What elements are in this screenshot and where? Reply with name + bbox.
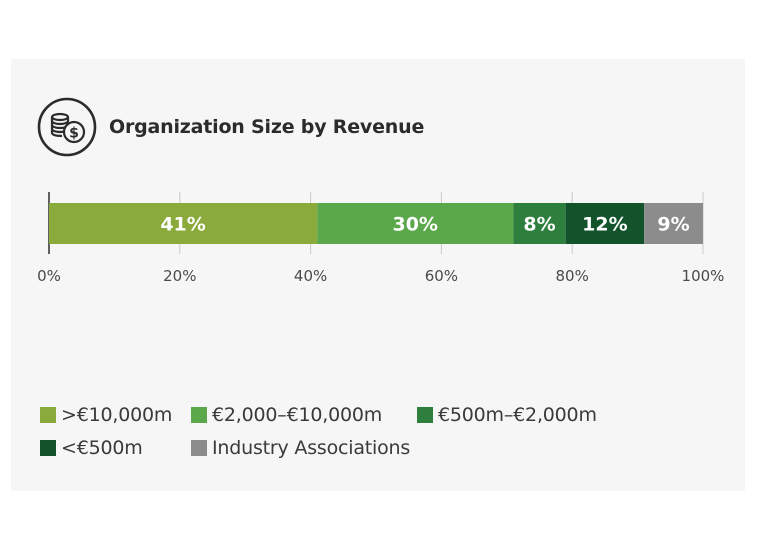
bar-data-label: 12% [582, 214, 627, 236]
bar-data-label: 41% [160, 214, 205, 236]
bar-segment [565, 203, 645, 244]
chart-header: $ Organization Size by Revenue [37, 97, 424, 157]
x-tick-label: 80% [556, 267, 589, 285]
svg-text:$: $ [69, 126, 79, 142]
bar-data-label: 30% [392, 214, 437, 236]
bar-segment [317, 203, 514, 244]
coins-dollar-icon: $ [37, 97, 97, 157]
chart-panel [11, 59, 745, 491]
bar-segment [513, 203, 566, 244]
x-tick-label: 20% [163, 267, 196, 285]
chart-title: Organization Size by Revenue [109, 116, 425, 138]
bar-segment [49, 203, 318, 244]
x-tick-label: 40% [294, 267, 327, 285]
x-tick-label: 100% [682, 267, 725, 285]
bar-data-label: 8% [523, 214, 555, 236]
bar-data-label: 9% [657, 214, 689, 236]
bar-segment [644, 203, 703, 244]
x-tick-label: 0% [37, 267, 61, 285]
x-tick-label: 60% [425, 267, 458, 285]
